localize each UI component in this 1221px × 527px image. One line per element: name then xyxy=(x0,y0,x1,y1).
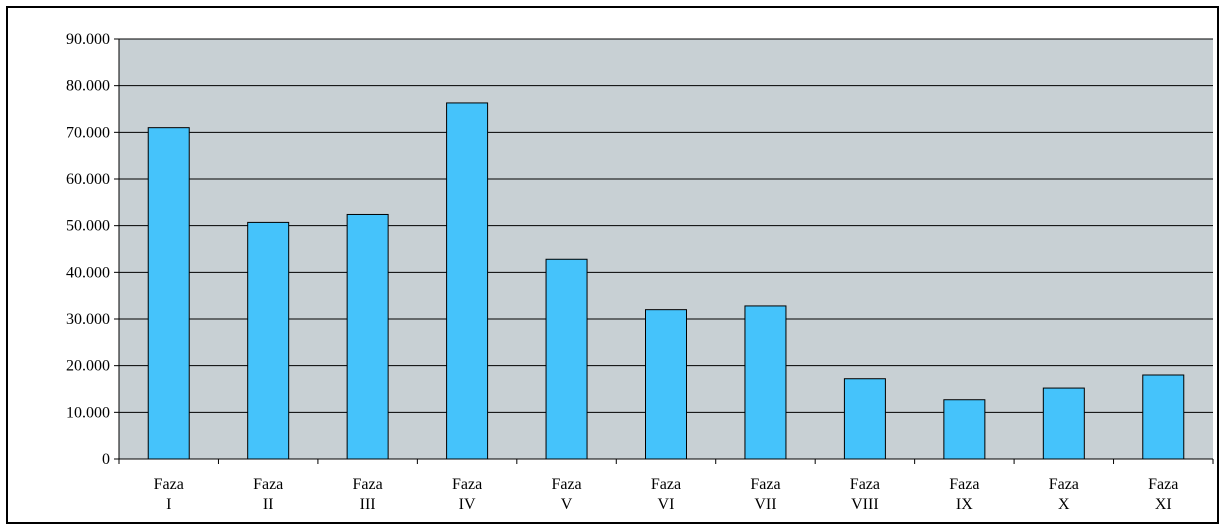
x-tick-label: Faza xyxy=(551,476,581,493)
y-tick-label: 0 xyxy=(102,451,110,468)
y-tick-label: 90.000 xyxy=(66,31,110,48)
x-tick-label: Faza xyxy=(651,476,681,493)
bar xyxy=(545,258,588,460)
y-tick-label: 80.000 xyxy=(66,78,110,95)
x-tick-label: VIII xyxy=(851,496,879,513)
bar xyxy=(147,127,190,460)
bar xyxy=(645,309,687,460)
x-tick-label: Faza xyxy=(452,476,482,493)
x-tick-label: XI xyxy=(1155,496,1172,513)
x-tick-label: I xyxy=(166,496,171,513)
x-tick-label: IX xyxy=(956,496,973,513)
x-tick-label: Faza xyxy=(1148,476,1178,493)
bar xyxy=(943,399,986,460)
x-tick-label: Faza xyxy=(154,476,184,493)
bars xyxy=(147,102,1185,460)
y-tick-label: 50.000 xyxy=(66,218,110,235)
y-tick-label: 40.000 xyxy=(66,264,110,281)
x-tick-label: Faza xyxy=(949,476,979,493)
bar xyxy=(843,378,886,460)
x-tick-label: Faza xyxy=(1049,476,1079,493)
x-tick-labels: Faza I Faza II Faza III Faza IV Faza V Faza VI Faza V… xyxy=(154,476,1179,513)
bar xyxy=(744,305,787,460)
x-tick-label: X xyxy=(1058,496,1070,513)
y-tick-label: 10.000 xyxy=(66,404,110,421)
bar xyxy=(1042,387,1085,460)
axes xyxy=(114,38,1214,464)
bar xyxy=(346,213,389,460)
x-tick-label: VII xyxy=(754,496,776,513)
x-tick-label: Faza xyxy=(750,476,780,493)
x-tick-label: II xyxy=(263,496,274,513)
y-tick-label: 30.000 xyxy=(66,311,110,328)
y-tick-label: 60.000 xyxy=(66,171,110,188)
x-tick-label: Faza xyxy=(253,476,283,493)
x-tick-label: Faza xyxy=(850,476,880,493)
x-tick-label: Faza xyxy=(353,476,383,493)
y-tick-labels: 0 10.000 20.000 30.000 40.000 50.000 60.000 70.… xyxy=(66,31,110,468)
x-tick-label: V xyxy=(561,496,573,513)
bar xyxy=(1142,374,1185,460)
x-tick-label: VI xyxy=(658,496,675,513)
x-tick-label: III xyxy=(360,496,376,513)
y-tick-label: 70.000 xyxy=(66,124,110,141)
bar xyxy=(247,221,290,460)
y-tick-label: 20.000 xyxy=(66,358,110,375)
x-tick-label: IV xyxy=(459,496,476,513)
bar xyxy=(446,102,489,460)
